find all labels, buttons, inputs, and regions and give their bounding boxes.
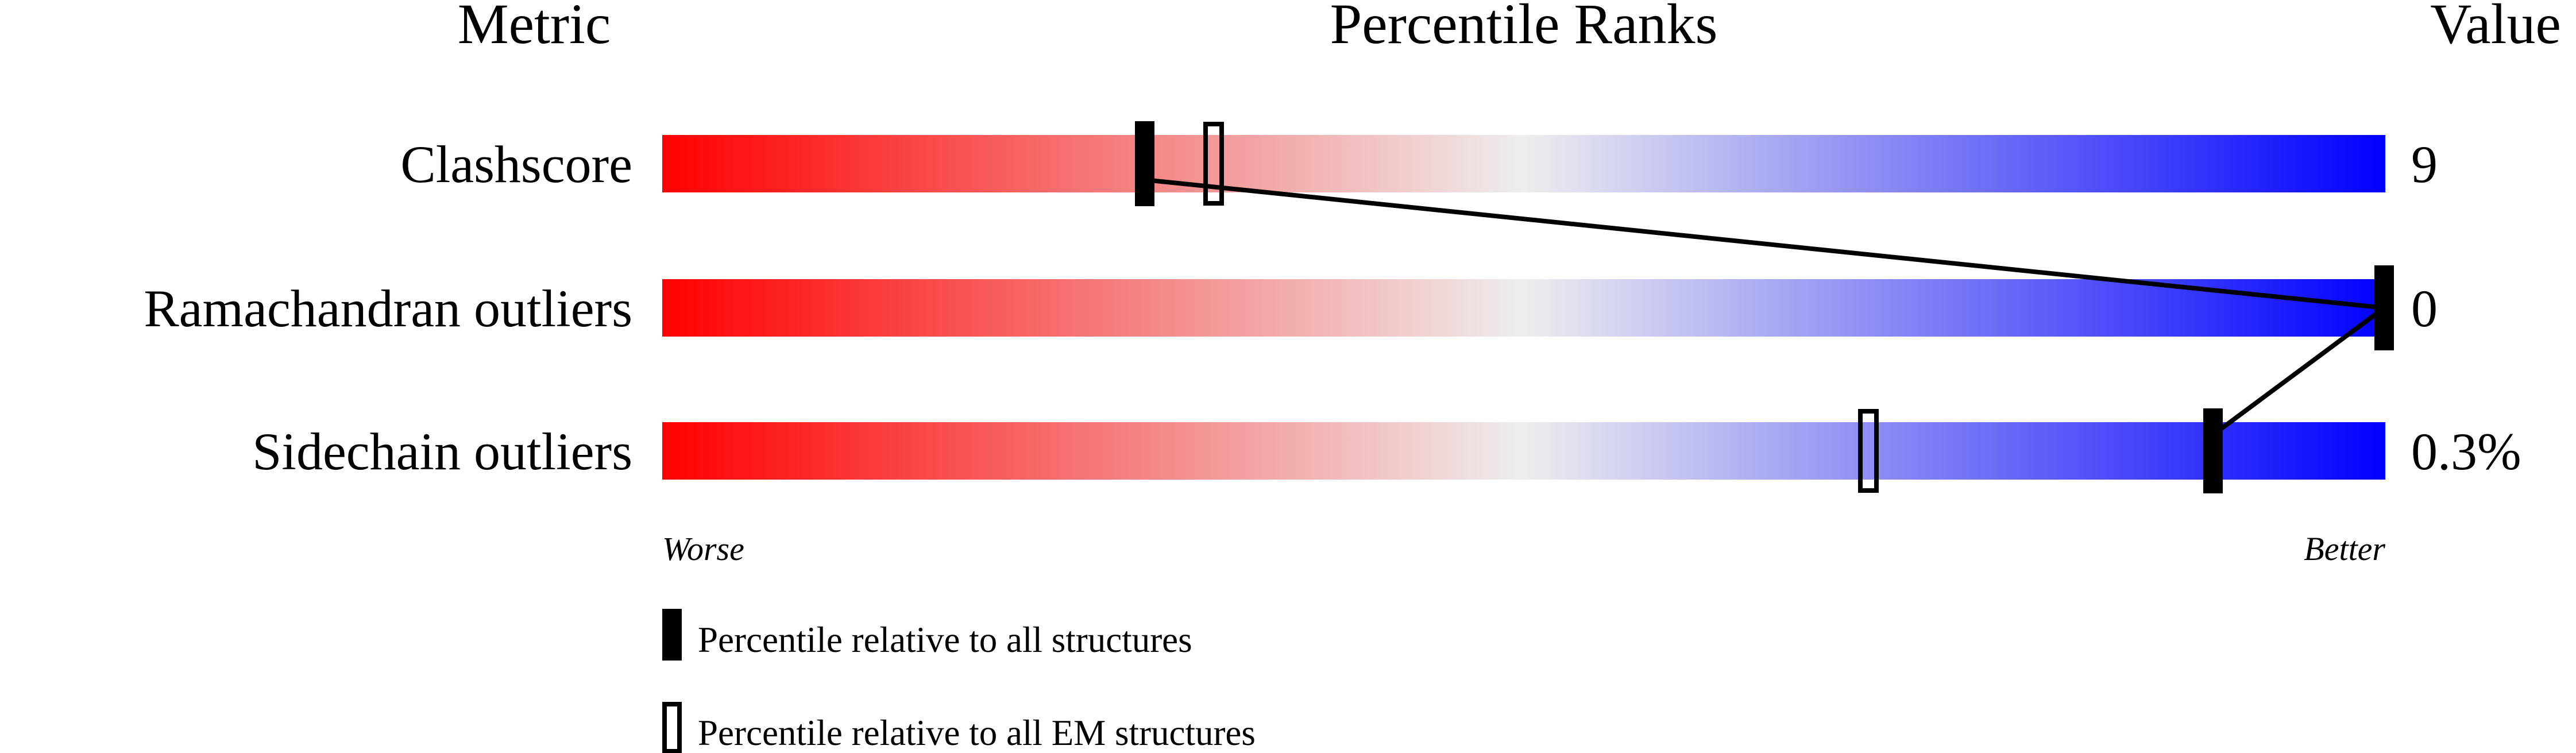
legend-hollow-marker (662, 702, 682, 753)
metric-header: Metric (458, 0, 611, 56)
metric-label: Clashscore (400, 135, 632, 194)
percentile-bar (662, 135, 2385, 192)
all-percentile-marker (2203, 408, 2223, 493)
metric-label: Ramachandran outliers (144, 279, 632, 338)
metric-value: 0.3% (2411, 422, 2521, 481)
metric-label: Sidechain outliers (252, 422, 632, 481)
all-percentile-marker (1135, 121, 1154, 206)
legend-filled-marker (662, 609, 682, 661)
worse-label: Worse (662, 530, 744, 567)
legend-label-em: Percentile relative to all EM structures (698, 713, 1256, 753)
chart-title: Percentile Ranks (1330, 0, 1718, 56)
metric-value: 0 (2411, 279, 2438, 338)
metric-value: 9 (2411, 135, 2438, 194)
better-label: Better (2304, 530, 2385, 567)
value-header: Value (2430, 0, 2561, 56)
em-percentile-marker (1858, 409, 1879, 493)
percentile-connector-line (1144, 177, 2390, 437)
em-percentile-marker (1203, 122, 1224, 206)
legend: Percentile relative to all structures Pe… (662, 609, 1256, 753)
legend-label-all: Percentile relative to all structures (698, 620, 1192, 660)
percentile-bar (662, 422, 2385, 480)
percentile-bar (662, 279, 2385, 337)
